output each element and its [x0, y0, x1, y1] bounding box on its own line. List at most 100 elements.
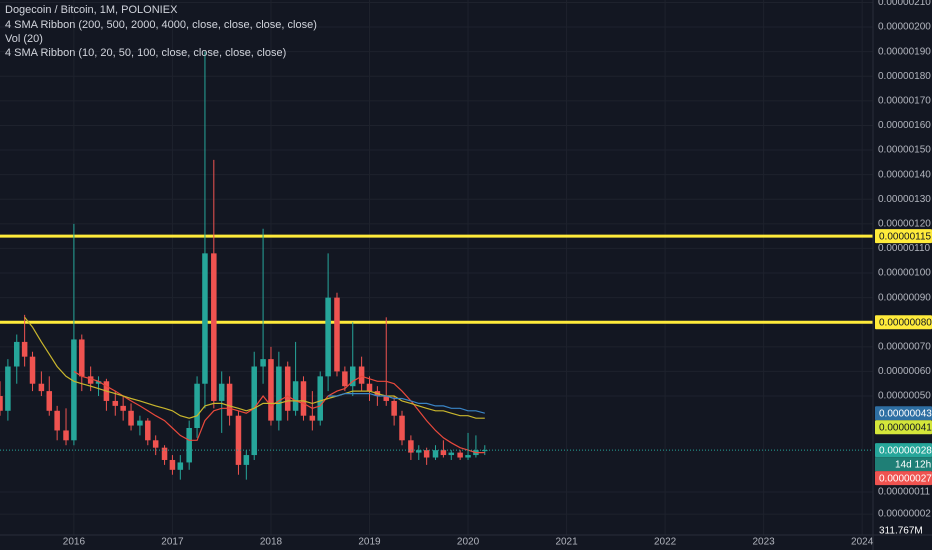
- y-tick-label: 0.00000110: [878, 243, 931, 254]
- candle-body: [349, 366, 356, 387]
- candle-body: [137, 420, 143, 426]
- y-tick-label: 0.00000180: [878, 71, 931, 82]
- candle-body: [309, 415, 316, 421]
- y-tick-label: 0.00000002: [878, 509, 931, 520]
- candle-body: [21, 341, 28, 357]
- axis-badge: [875, 229, 932, 244]
- x-tick-label: 2022: [654, 537, 677, 548]
- candle-body: [5, 366, 11, 411]
- candle-body: [284, 366, 291, 411]
- candle-body: [465, 455, 471, 458]
- candle-body: [383, 396, 390, 401]
- candle-body: [300, 381, 307, 416]
- axis-badge-label: 0.00000080: [879, 317, 932, 328]
- y-tick-label: 0.00000160: [878, 120, 931, 131]
- candle-body: [177, 462, 184, 470]
- candle-body: [87, 376, 94, 384]
- x-tick-label: 2019: [358, 537, 381, 548]
- axis-badge: [875, 420, 932, 435]
- candle-body: [448, 452, 455, 456]
- x-tick-label: 2018: [260, 537, 283, 548]
- candle-body: [186, 428, 192, 463]
- y-tick-label: 0.00000050: [878, 391, 931, 402]
- axis-badge-label: 0.00000115: [879, 231, 932, 242]
- candle-body: [202, 253, 208, 384]
- y-tick-label: 0.00000100: [878, 268, 931, 279]
- candle-body: [358, 366, 365, 384]
- candle-body: [54, 410, 60, 431]
- volume-label: 311.767M: [879, 526, 923, 537]
- candle-body: [128, 410, 134, 426]
- candle-body: [260, 359, 266, 367]
- candle-body: [120, 405, 126, 411]
- candle-body: [276, 366, 282, 421]
- candle-body: [399, 415, 405, 441]
- axis-badge: [875, 406, 932, 421]
- candle-body: [391, 400, 397, 416]
- candle-body: [152, 440, 159, 448]
- axis-badge: [875, 443, 932, 458]
- y-tick-label: 0.00000150: [878, 145, 931, 156]
- axes: 0.00000210 0.00000200 0.00000190 0.00000180…: [63, 0, 932, 548]
- candle-body: [334, 297, 340, 372]
- x-tick-label: 2016: [63, 537, 86, 548]
- candle-body: [482, 450, 488, 452]
- indicator-label: 4 SMA Ribbon (10, 20, 50, 100, close, cl…: [5, 47, 286, 59]
- candle-body: [29, 356, 36, 384]
- candle-body: [408, 440, 414, 453]
- candle-body: [63, 430, 69, 441]
- axis-badge-label: 0.00000043: [879, 408, 932, 419]
- y-tick-label: 0.00000070: [878, 341, 931, 352]
- candle-body: [0, 396, 3, 411]
- indicator-label: 4 SMA Ribbon (200, 500, 2000, 4000, clos…: [5, 19, 317, 31]
- chart-title: Dogecoin / Bitcoin, 1M, POLONIEX: [5, 4, 178, 16]
- candle-body: [457, 452, 463, 458]
- candle-body: [112, 400, 119, 406]
- y-tick-label: 0.00000060: [878, 366, 931, 377]
- plot-area: [0, 51, 873, 480]
- axis-badge-label: 0.00000041: [879, 422, 932, 433]
- y-tick-label: 0.00000170: [878, 95, 931, 106]
- candle-body: [95, 381, 102, 384]
- y-tick-label: 0.00000140: [878, 169, 931, 180]
- candle-body: [161, 447, 168, 460]
- candle-body: [292, 381, 299, 411]
- x-tick-label: 2017: [161, 537, 184, 548]
- y-tick-label: 0.00000011: [878, 487, 931, 498]
- sma-line: [328, 393, 485, 414]
- candle-body: [243, 455, 250, 465]
- candle-body: [423, 450, 430, 458]
- candle-body: [251, 366, 257, 456]
- candle-body: [440, 450, 447, 456]
- countdown-box: [875, 457, 932, 472]
- sma-line: [24, 316, 485, 419]
- y-tick-label: 0.00000090: [878, 292, 931, 303]
- axis-badge: [875, 471, 932, 486]
- candle-body: [366, 383, 373, 392]
- axis-badge-label: 0.00000027: [879, 473, 932, 484]
- candle-body: [79, 339, 85, 377]
- candle-body: [38, 383, 45, 392]
- candle-body: [325, 297, 331, 377]
- candle-body: [13, 341, 20, 367]
- x-tick-label: 2021: [555, 537, 578, 548]
- y-tick-label: 0.00000210: [878, 0, 931, 8]
- candle-body: [317, 376, 323, 421]
- axis-badge: [875, 315, 932, 330]
- candle-body: [211, 253, 217, 401]
- candle-body: [268, 359, 274, 421]
- axis-badge-label: 0.00000028: [879, 445, 932, 456]
- indicator-label: Vol (20): [5, 33, 43, 45]
- candle-body: [145, 420, 151, 441]
- sma-line: [73, 370, 485, 454]
- candle-body: [71, 339, 77, 441]
- y-tick-label: 0.00000200: [878, 22, 931, 33]
- countdown-label: 14d 12h: [895, 459, 931, 470]
- y-tick-label: 0.00000130: [878, 194, 931, 205]
- candle-body: [218, 383, 225, 401]
- candle-body: [416, 450, 422, 453]
- candle-body: [169, 459, 176, 470]
- candle-body: [226, 383, 233, 416]
